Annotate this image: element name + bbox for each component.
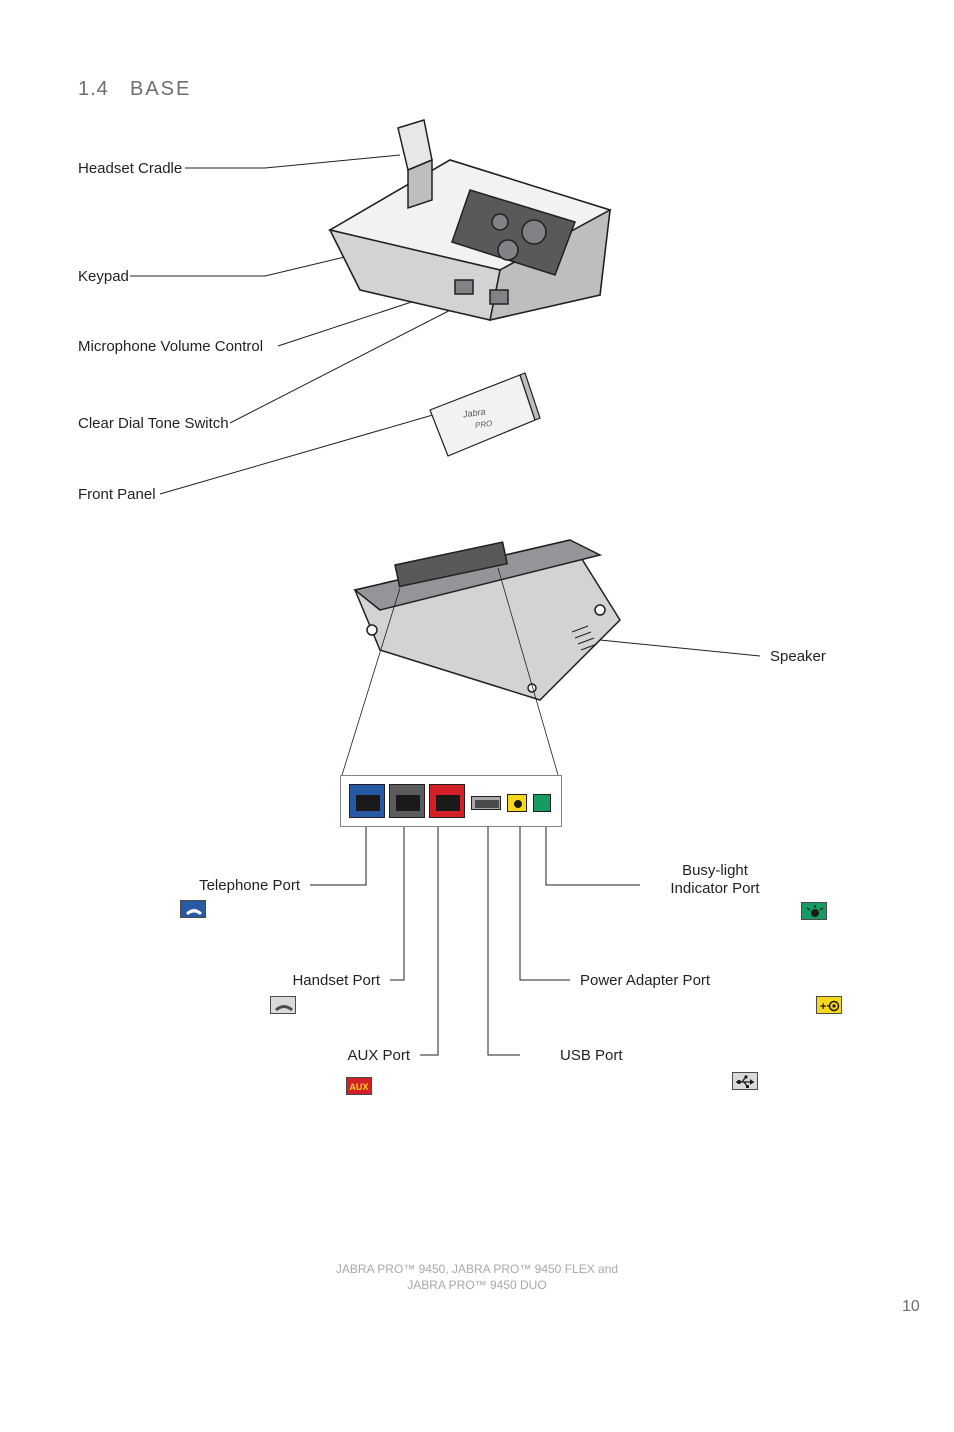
telephone-icon [180, 900, 206, 918]
label-keypad: Keypad [78, 268, 129, 285]
port-power [507, 794, 527, 812]
diagram-svg [0, 0, 954, 1432]
label-busylight-l1: Busy-light [682, 862, 748, 879]
label-speaker: Speaker [770, 648, 826, 665]
label-busylight-l2: Indicator Port [670, 880, 759, 897]
busylight-icon [801, 902, 827, 920]
label-handset-port: Handset Port [230, 972, 380, 989]
aux-icon: AUX [346, 1077, 372, 1095]
label-front-panel: Front Panel [78, 486, 156, 503]
page-number: 10 [902, 1298, 920, 1316]
label-usb-port: USB Port [560, 1047, 623, 1064]
port-panel [340, 775, 562, 827]
label-mic-volume: Microphone Volume Control [78, 338, 263, 355]
label-busylight-port: Busy-light Indicator Port [650, 862, 780, 898]
handset-icon [270, 996, 296, 1014]
label-telephone-port: Telephone Port [130, 877, 300, 894]
label-aux-port: AUX Port [285, 1047, 410, 1064]
svg-text:+: + [820, 1001, 826, 1013]
footer-line1: JABRA PRO™ 9450, JABRA PRO™ 9450 FLEX an… [0, 1262, 954, 1276]
port-aux [429, 784, 465, 818]
port-telephone [349, 784, 385, 818]
manual-page: 1.4 BASE [0, 0, 954, 1432]
label-headset-cradle: Headset Cradle [78, 160, 182, 177]
port-handset [389, 784, 425, 818]
port-usb [471, 796, 501, 810]
label-power-port: Power Adapter Port [580, 972, 710, 989]
label-clear-dial: Clear Dial Tone Switch [78, 415, 229, 432]
usb-icon [732, 1072, 758, 1090]
port-busylight [533, 794, 551, 812]
footer-line2: JABRA PRO™ 9450 DUO [0, 1278, 954, 1292]
power-icon: + [816, 996, 842, 1014]
